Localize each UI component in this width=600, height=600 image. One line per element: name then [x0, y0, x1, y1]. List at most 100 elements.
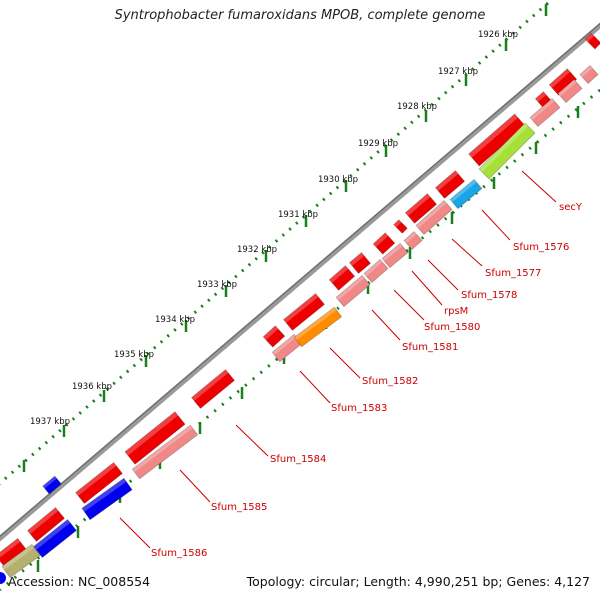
gene-block-bevel	[27, 507, 59, 534]
gene-block	[372, 232, 396, 255]
scale-label: 1929 kbp	[358, 139, 398, 149]
cds-block-bevel	[382, 243, 403, 262]
scale-label: 1935 kbp	[114, 350, 154, 360]
gene-block-reverse-bevel	[81, 478, 127, 512]
leader-line	[179, 469, 211, 503]
gene-block-bevel	[435, 170, 459, 191]
leader-line	[299, 370, 331, 404]
gene-label: Sfum_1584	[270, 454, 326, 465]
cds-block	[381, 242, 409, 269]
gene-block-reverse	[81, 477, 133, 521]
cds-block	[403, 230, 423, 251]
leader-line	[451, 238, 483, 267]
scale-label: 1931 kbp	[278, 210, 318, 220]
gene-label: secY	[559, 202, 583, 213]
gene-features	[0, 32, 600, 584]
cds-block-bevel	[132, 425, 193, 473]
scale-label: 1933 kbp	[197, 280, 237, 290]
gene-block	[124, 411, 186, 465]
gene-block	[393, 219, 408, 234]
cds-block-bevel	[403, 231, 417, 244]
gene-block-bevel	[263, 325, 279, 340]
gene-block-bevel	[75, 462, 117, 496]
gene-block-bevel	[468, 113, 518, 158]
cds-block-bevel	[558, 79, 577, 97]
highlight-block-olive	[1, 543, 41, 579]
cds-block	[415, 199, 453, 236]
scale-labels: 1926 kbp 1927 kbp 1928 kbp 1929 kbp 1930 kbp…	[30, 30, 518, 427]
ruler-ticks	[22, 4, 548, 472]
leader-line	[235, 424, 269, 457]
leader-line	[371, 309, 401, 341]
cds-block-bevel	[272, 334, 297, 356]
gene-label: Sfum_1581	[402, 342, 458, 353]
cds-block-bevel	[336, 275, 365, 301]
cds-block-bevel	[416, 200, 447, 229]
gene-block-bevel	[329, 265, 349, 283]
scale-label: 1932 kbp	[237, 245, 277, 255]
cds-block-bevel	[530, 98, 555, 121]
gene-block-bevel	[393, 219, 402, 228]
gene-block	[283, 293, 325, 331]
gene-label: rpsM	[444, 306, 468, 317]
gene-block-bevel	[349, 252, 365, 266]
gene-block	[262, 325, 286, 348]
accession-label: Accession: NC_008554	[8, 574, 151, 589]
cds-block	[579, 64, 599, 85]
gene-block-bevel	[283, 293, 319, 323]
gene-label: Sfum_1580	[424, 322, 480, 333]
gene-block-reverse	[33, 518, 77, 559]
gene-block-bevel	[549, 68, 571, 88]
gene-label: Sfum_1578	[461, 290, 517, 301]
highlight-block-cyan-bevel	[450, 179, 477, 203]
scale-label: 1934 kbp	[155, 315, 195, 325]
leader-line	[481, 209, 511, 241]
gene-block-bevel	[535, 91, 547, 102]
backbone	[0, 22, 600, 542]
highlight-block-orange-bevel	[294, 307, 337, 341]
cds-block-bevel	[579, 65, 593, 78]
gene-label: Sfum_1582	[362, 376, 418, 387]
gene-block-bevel	[125, 411, 179, 456]
gene-block-bevel	[373, 232, 389, 247]
leader-line	[427, 259, 459, 291]
gene-block-bevel	[0, 538, 21, 558]
scale-label: 1926 kbp	[478, 30, 518, 40]
gene-block-reverse	[0, 572, 6, 584]
highlight-block-cyan	[449, 178, 483, 210]
scale-label: 1936 kbp	[72, 382, 112, 392]
cds-block	[335, 274, 371, 308]
genome-summary: Topology: circular; Length: 4,990,251 bp…	[246, 574, 590, 589]
cds-block	[557, 78, 583, 104]
label-leaders	[119, 170, 557, 549]
gene-block-reverse	[42, 475, 62, 495]
leader-line	[119, 517, 151, 549]
scale-label: 1927 kbp	[438, 67, 478, 77]
leader-line	[521, 170, 557, 203]
highlight-block-lime-bevel	[479, 123, 529, 173]
leader-line	[329, 347, 361, 379]
gene-block	[190, 369, 236, 409]
gene-block-bevel	[405, 193, 431, 216]
scale-label: 1930 kbp	[318, 175, 358, 185]
highlight-block-orange	[293, 306, 343, 348]
gene-block	[434, 170, 466, 199]
gene-block-bevel	[191, 369, 229, 401]
gene-block	[26, 507, 66, 542]
gene-block	[584, 32, 600, 50]
cds-block-bevel	[364, 259, 383, 277]
gene-block	[328, 265, 356, 291]
gene-label: Sfum_1586	[151, 548, 207, 559]
cds-block	[363, 258, 389, 284]
highlight-block-olive-bevel	[1, 544, 35, 570]
cds-block	[529, 97, 561, 128]
gene-labels: secY Sfum_1576 Sfum_1577 Sfum_1578 rpsM Sfum_…	[151, 202, 583, 559]
leader-line	[411, 270, 443, 306]
gene-block	[548, 68, 578, 96]
gene-label: Sfum_1577	[485, 268, 541, 279]
gene-block-reverse-bevel	[33, 519, 71, 550]
cds-block	[131, 424, 199, 480]
map-title: Syntrophobacter fumaroxidans MPOB, compl…	[114, 8, 486, 23]
gene-block	[348, 252, 372, 274]
